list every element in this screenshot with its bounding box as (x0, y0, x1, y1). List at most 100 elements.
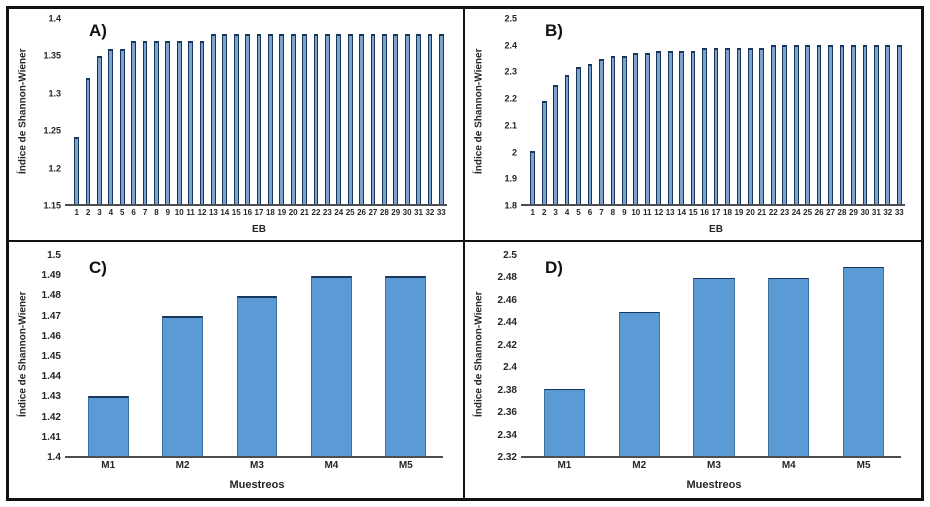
x-tick-label: 15 (688, 208, 698, 217)
y-tick-label: 2.34 (497, 429, 517, 441)
y-tick-label: 1.47 (41, 310, 61, 322)
x-tick-label: 23 (322, 208, 332, 217)
y-tick-label: 1.4 (48, 13, 61, 24)
x-tick-label: 17 (254, 208, 264, 217)
x-tick-label: M5 (856, 460, 871, 471)
bar (725, 48, 730, 204)
x-tick-label: 5 (120, 208, 125, 217)
y-axis-tick-labels: 1.8 1.9 2 2.1 2.2 2.3 2.4 2.5 (465, 14, 523, 210)
bar (176, 41, 182, 204)
chart-panel-c: C) Índice de Shannon-Wiener 1.4 1.41 1.42 1… (9, 242, 465, 498)
bar (370, 33, 376, 204)
x-tick-label: 2 (541, 208, 547, 217)
bar (576, 66, 581, 204)
x-tick-label: 7 (142, 208, 148, 217)
bar (154, 41, 159, 204)
bar (843, 267, 885, 456)
bar (131, 41, 137, 204)
bar (828, 45, 833, 204)
bar (393, 33, 399, 204)
x-tick-label: 33 (436, 208, 446, 217)
bar (713, 48, 719, 204)
x-tick-label: 13 (208, 208, 218, 217)
y-axis-tick-labels: 1.4 1.41 1.42 1.43 1.44 1.45 1.46 1.47 1.48 1.49 1… (9, 251, 67, 463)
bar (564, 74, 570, 204)
bar (188, 41, 194, 204)
y-tick-label: 2.32 (497, 452, 517, 463)
bar (256, 33, 262, 204)
x-axis-title: Muestreos (686, 479, 742, 491)
bar (736, 48, 742, 204)
bar (268, 33, 273, 204)
x-tick-label: 16 (243, 208, 253, 217)
y-axis-tick-labels: 2.32 2.34 2.36 2.38 2.4 2.42 2.44 2.46 2.48 2.5 (465, 251, 523, 463)
y-tick-label: 2.44 (497, 317, 517, 329)
panel-label-c: C) (89, 258, 107, 277)
x-tick-label: 13 (665, 208, 675, 217)
bar (347, 33, 353, 204)
y-tick-label: 1.46 (41, 330, 61, 342)
x-tick-label: 3 (97, 208, 102, 217)
bar (404, 33, 410, 204)
x-tick-label: 10 (174, 208, 184, 217)
y-tick-label: 1.41 (41, 431, 61, 443)
bar (279, 33, 285, 204)
bar (381, 33, 387, 204)
bar (359, 33, 364, 204)
y-tick-label: 1.15 (43, 200, 61, 211)
bar (74, 137, 80, 204)
bar (245, 33, 250, 204)
x-tick-label: 11 (186, 208, 195, 217)
plot-area (65, 256, 443, 458)
bar (656, 50, 662, 204)
x-tick-label: 1 (530, 208, 535, 217)
x-axis-tick-labels: 1 2 3 4 5 6 7 8 9 10 11 12 13 14 15 16 17 18 19 20 21 22 23 24 2… (71, 208, 447, 220)
x-tick-label: 25 (345, 208, 355, 217)
x-tick-label: 9 (165, 208, 171, 217)
x-tick-label: 28 (837, 208, 847, 217)
x-tick-label: 18 (723, 208, 732, 217)
x-tick-label: 10 (631, 208, 641, 217)
bar (693, 278, 735, 456)
figure-frame: A) Índice de Shannon-Wiener 1.15 1.2 1.25 1… (6, 6, 924, 501)
x-tick-label: 19 (277, 208, 287, 217)
x-tick-label: 21 (757, 208, 767, 217)
bar (702, 48, 707, 204)
x-tick-label: 14 (220, 208, 230, 217)
x-tick-label: M1 (101, 460, 116, 471)
x-tick-label: 20 (745, 208, 755, 217)
x-tick-label: 29 (849, 208, 858, 217)
chart-panel-d: D) Índice de Shannon-Wiener 2.32 2.34 2.36… (465, 242, 921, 498)
x-tick-label: 18 (265, 208, 275, 217)
bar (621, 56, 627, 204)
bar (290, 33, 296, 204)
y-tick-label: 2.46 (497, 294, 517, 306)
y-tick-label: 1.8 (504, 200, 517, 211)
bar (302, 33, 307, 204)
y-tick-label: 2.5 (503, 250, 517, 261)
x-tick-label: M4 (781, 460, 796, 471)
x-tick-label: M1 (557, 460, 572, 471)
bar (873, 45, 879, 204)
x-tick-label: 26 (357, 208, 366, 217)
x-tick-label: 20 (288, 208, 298, 217)
x-tick-label: 11 (643, 208, 652, 217)
x-tick-label: 6 (587, 208, 593, 217)
bar (618, 311, 660, 456)
x-tick-label: 17 (711, 208, 721, 217)
y-tick-label: 1.2 (48, 163, 61, 174)
y-tick-label: 1.3 (48, 88, 61, 99)
x-tick-label: 30 (860, 208, 870, 217)
x-tick-label: 1 (74, 208, 79, 217)
y-tick-label: 1.9 (504, 173, 517, 184)
bar (236, 296, 278, 456)
chart-panel-a: A) Índice de Shannon-Wiener 1.15 1.2 1.25 1… (9, 9, 465, 242)
x-tick-label: 21 (300, 208, 310, 217)
plot-area (65, 19, 447, 206)
bar (679, 50, 685, 204)
x-axis-title: EB (252, 224, 266, 235)
x-tick-label: 15 (231, 208, 241, 217)
chart-panel-b: B) Índice de Shannon-Wiener 1.8 1.9 2 2.1 2.… (465, 9, 921, 242)
x-tick-label: 27 (368, 208, 378, 217)
